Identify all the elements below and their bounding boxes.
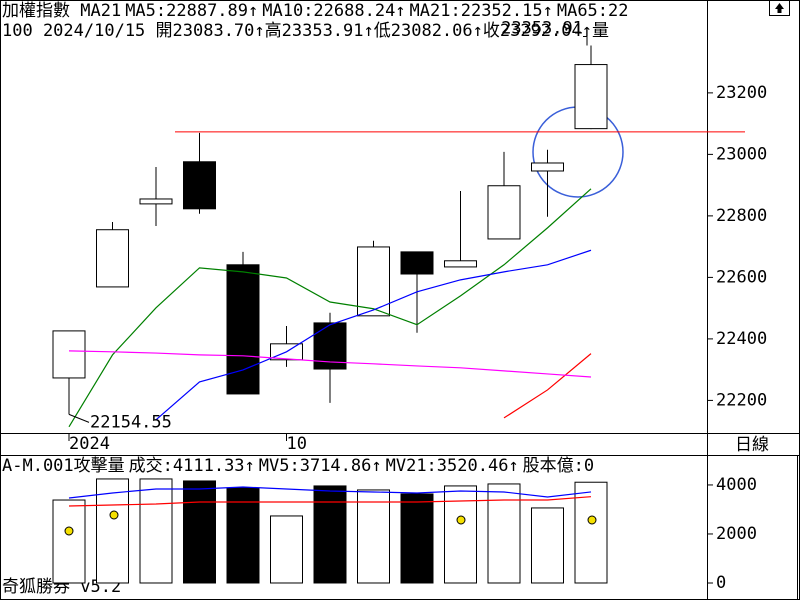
volume-bar <box>400 493 434 584</box>
ma-line <box>68 486 592 499</box>
y-tick-label: 22800 <box>716 206 767 226</box>
y-tick-label: 22400 <box>716 329 767 349</box>
volume-bar <box>96 478 129 584</box>
footer: 奇狐勝券 v5.2 <box>2 577 121 597</box>
candle-body <box>357 246 390 317</box>
signal-dot <box>456 515 466 525</box>
candle-body <box>183 161 216 210</box>
header: 加權指數 MA21 MA5:22887.89↑ MA10:22688.24↑ MA21… <box>2 1 629 41</box>
legend-entry: 加權指數 MA21 <box>2 1 121 21</box>
x-tick-label: 10 <box>287 434 307 454</box>
volume-bar <box>183 480 216 584</box>
signal-dot <box>64 526 74 536</box>
ma-line <box>68 496 592 507</box>
volume-bar <box>357 489 390 584</box>
candle-body <box>574 64 608 130</box>
legend-entry: 股本億:0 <box>523 456 594 476</box>
candle-body <box>52 330 86 379</box>
legend-entry: MV5:3714.86↑ <box>259 456 382 476</box>
y-tick-label: 0 <box>716 573 726 593</box>
high-label: 23353.91 <box>501 19 583 39</box>
volume-bar <box>487 483 521 584</box>
volume-header: A-M.001攻擊量 成交:4111.33↑ MV5:3714.86↑ MV21:35… <box>2 456 594 476</box>
ma-line <box>68 350 592 378</box>
y-tick-label: 23200 <box>716 83 767 103</box>
period-label: 日線 <box>735 435 769 455</box>
leader-line <box>583 36 588 46</box>
x-tick-label: 2024 <box>69 434 110 454</box>
leader-line <box>68 413 90 423</box>
ma-line <box>503 353 592 419</box>
signal-dot <box>109 510 119 520</box>
candle-body <box>139 198 173 205</box>
volume-bar <box>574 481 608 584</box>
volume-bar <box>139 478 173 584</box>
y-tick-label: 23000 <box>716 144 767 164</box>
ma-line <box>68 188 592 428</box>
volume-bar <box>226 487 260 584</box>
volume-bar <box>313 485 347 584</box>
volume-bar <box>52 499 86 584</box>
legend-entry: MA5:22887.89↑ <box>125 1 258 21</box>
signal-dots <box>64 510 597 536</box>
low-label: 22154.55 <box>90 412 172 432</box>
legend-entry: MA65:22 <box>557 1 629 21</box>
legend-entry: A-M.001攻擊量 <box>2 456 125 476</box>
legend-entry: 成交:4111.33↑ <box>129 456 255 476</box>
legend-entry: MA10:22688.24↑ <box>262 1 405 21</box>
y-tick-label: 22200 <box>716 390 767 410</box>
volume-bar <box>444 485 477 584</box>
y-tick-label: 22600 <box>716 267 767 287</box>
volume-bar <box>531 507 564 584</box>
y-tick-label: 2000 <box>716 524 757 544</box>
scroll-icon <box>775 3 784 13</box>
volume-bar <box>270 515 303 584</box>
candle-body <box>96 229 129 288</box>
candle-body <box>400 251 434 275</box>
candle-body <box>531 162 564 172</box>
y-tick-label: 4000 <box>716 475 757 495</box>
signal-dot <box>587 515 597 525</box>
info-line: 100 2024/10/15 開23083.70↑高23353.91↑低2308… <box>2 21 609 41</box>
legend-entry: MA21:22352.15↑ <box>410 1 553 21</box>
candle-body <box>444 260 477 268</box>
candle-body <box>226 264 260 395</box>
ma-line <box>155 249 592 421</box>
legend-entry: MV21:3520.46↑ <box>386 456 519 476</box>
candle-body <box>487 185 521 240</box>
